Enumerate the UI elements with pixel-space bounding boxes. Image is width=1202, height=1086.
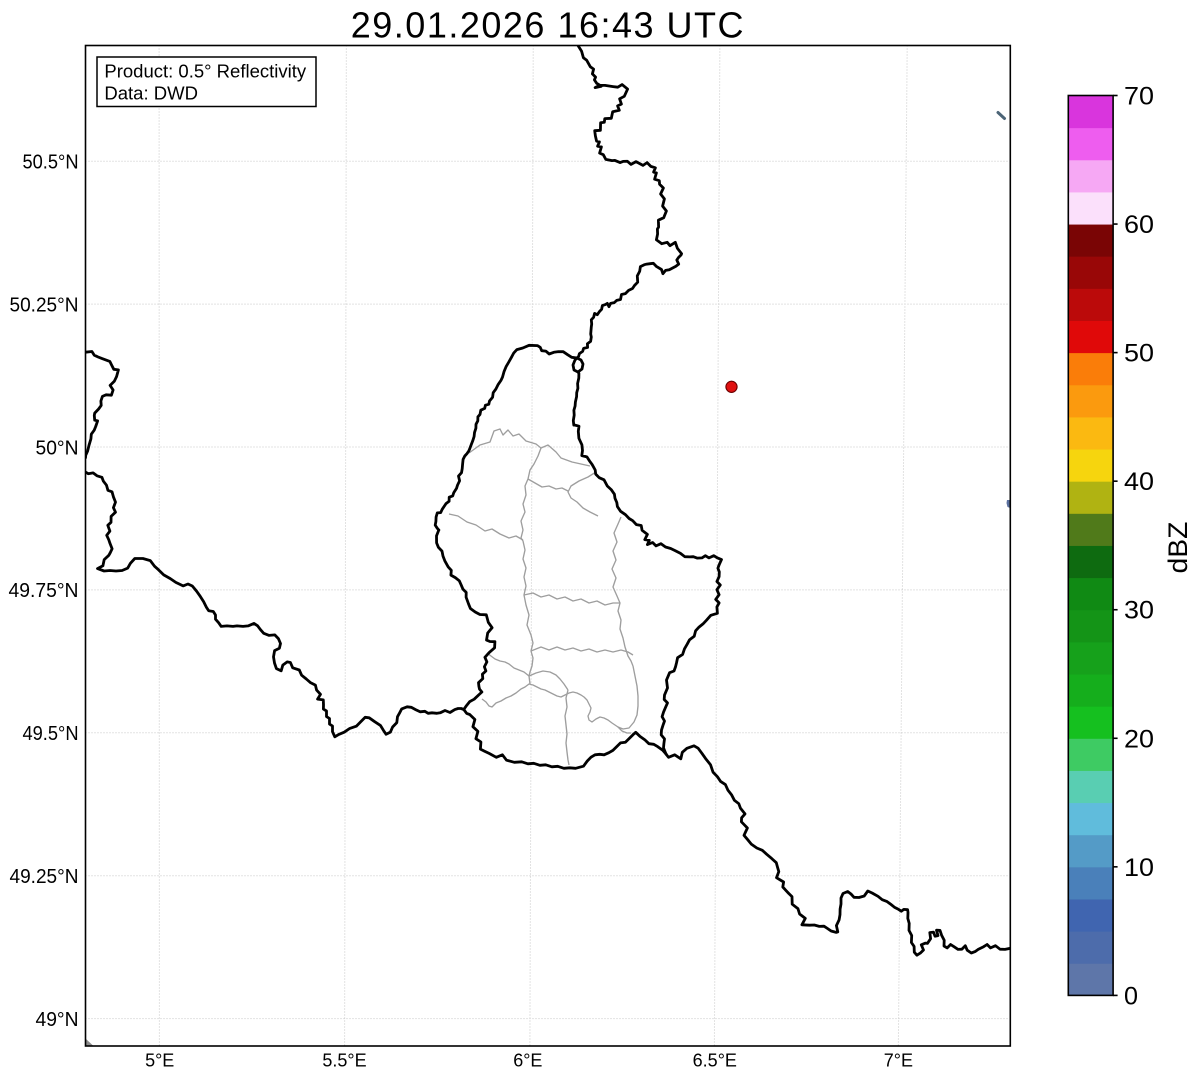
svg-text:49.5°N: 49.5°N — [23, 723, 79, 745]
svg-text:7°E: 7°E — [884, 1051, 913, 1071]
svg-text:6.5°E: 6.5°E — [693, 1051, 737, 1071]
svg-text:0: 0 — [1124, 982, 1138, 1010]
svg-text:29.01.2026 16:43 UTC: 29.01.2026 16:43 UTC — [351, 4, 745, 45]
svg-text:5°E: 5°E — [145, 1051, 174, 1071]
svg-text:Data: DWD: Data: DWD — [104, 83, 198, 104]
svg-text:30: 30 — [1124, 597, 1154, 625]
svg-text:5.5°E: 5.5°E — [322, 1051, 366, 1071]
svg-text:49°N: 49°N — [36, 1009, 79, 1031]
svg-text:40: 40 — [1124, 468, 1154, 496]
svg-text:50.5°N: 50.5°N — [23, 152, 79, 174]
svg-text:Product: 0.5° Reflectivity: Product: 0.5° Reflectivity — [104, 61, 306, 82]
svg-text:10: 10 — [1124, 854, 1154, 882]
svg-text:49.25°N: 49.25°N — [10, 866, 79, 888]
svg-text:50: 50 — [1124, 340, 1154, 368]
svg-text:dBZ: dBZ — [1163, 522, 1193, 574]
svg-text:20: 20 — [1124, 725, 1154, 753]
svg-text:6°E: 6°E — [513, 1051, 542, 1071]
svg-text:60: 60 — [1124, 211, 1154, 239]
svg-text:70: 70 — [1124, 83, 1154, 111]
svg-text:50°N: 50°N — [36, 437, 79, 459]
svg-text:50.25°N: 50.25°N — [10, 294, 79, 316]
svg-text:49.75°N: 49.75°N — [9, 580, 79, 602]
